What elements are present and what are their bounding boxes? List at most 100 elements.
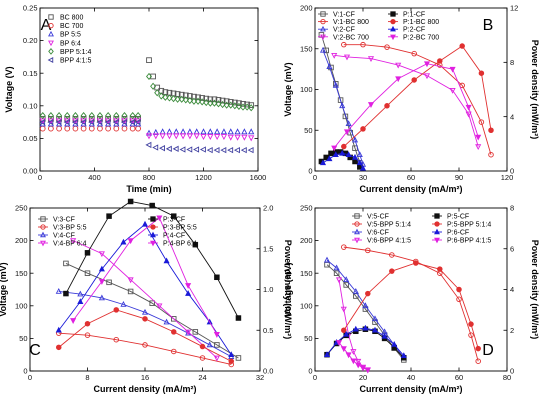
- legend-item: P:1-BC 800: [388, 18, 439, 26]
- data-point: [220, 146, 227, 154]
- data-point: [356, 151, 363, 157]
- data-point: [170, 316, 177, 322]
- data-point: [364, 367, 371, 374]
- data-point: [80, 111, 87, 120]
- data-point: [187, 93, 193, 99]
- data-point: [335, 277, 343, 284]
- y-axis-label: Voltage (mV): [283, 262, 293, 316]
- series-line: [58, 291, 232, 358]
- data-point: [207, 128, 214, 135]
- data-point: [173, 133, 180, 140]
- legend-marker: [40, 240, 46, 247]
- legend-item: V:5-CF: [352, 213, 389, 221]
- legend-marker: [150, 240, 156, 247]
- data-point: [178, 95, 185, 103]
- data-point: [231, 102, 238, 110]
- data-point: [159, 133, 166, 140]
- legend-item: P:5-CF: [432, 213, 469, 221]
- y-axis-label: Voltage (V): [4, 66, 14, 112]
- data-point: [64, 111, 71, 120]
- legend: V:5-CFV:5-BPP 5:1:4V:6-CFV:6-BPP 4:1:5 P:…: [352, 213, 491, 245]
- data-point: [192, 329, 199, 335]
- data-point: [241, 134, 248, 141]
- data-point: [120, 300, 127, 307]
- data-point: [227, 99, 234, 105]
- data-point: [244, 103, 251, 111]
- legend-label: P:2-BC 700: [403, 34, 439, 41]
- data-point: [56, 111, 63, 120]
- data-point: [150, 73, 156, 80]
- data-point: [182, 92, 189, 99]
- legend-item: V:3-CF: [38, 216, 75, 224]
- data-point: [235, 315, 242, 321]
- series-line: [334, 54, 479, 147]
- y-tick-label: 200: [300, 4, 313, 13]
- y-tick-label: 50: [304, 334, 312, 343]
- data-point: [488, 127, 494, 133]
- legend-marker: [150, 216, 156, 222]
- data-point: [367, 56, 375, 63]
- legend-marker: [390, 34, 396, 41]
- data-point: [323, 351, 331, 357]
- data-point: [113, 111, 120, 120]
- data-point: [207, 134, 214, 141]
- y-tick-label: 200: [300, 236, 313, 245]
- legend-label: V:4-CF: [53, 233, 75, 240]
- data-point: [456, 296, 462, 303]
- y-tick-label: 150: [300, 44, 313, 53]
- legend-item: BC 700: [48, 22, 83, 30]
- data-point: [72, 111, 79, 120]
- legend-marker: [390, 11, 396, 17]
- series-p-2-bc-700: [331, 61, 482, 152]
- x-tick-label: 800: [143, 173, 156, 182]
- data-point: [341, 327, 347, 334]
- legend-label: V:1-BC 800: [333, 19, 369, 26]
- data-point: [64, 125, 71, 132]
- data-point: [213, 134, 221, 141]
- y-tick-label: 150: [300, 269, 313, 278]
- data-point: [39, 111, 46, 120]
- series-line: [343, 44, 492, 155]
- y-tick-label: 0.00: [23, 167, 38, 176]
- series-v-5-bpp-5-1-4: [341, 244, 481, 364]
- legend-label: P:2-CF: [403, 27, 425, 34]
- panel-label: B: [483, 17, 494, 34]
- y-tick-label: 100: [300, 85, 313, 94]
- data-point: [220, 134, 228, 141]
- y-tick-label: 0.05: [23, 134, 38, 143]
- data-point: [203, 95, 210, 102]
- data-point: [207, 99, 214, 107]
- data-point: [459, 43, 465, 49]
- legend-label: P:3-BP 5:5: [163, 225, 197, 232]
- data-point: [84, 320, 91, 327]
- data-point: [213, 332, 220, 338]
- data-point: [236, 100, 242, 107]
- data-point: [240, 103, 246, 111]
- data-point: [55, 118, 62, 126]
- data-point: [199, 343, 206, 350]
- data-point: [193, 133, 200, 140]
- series-bc-800: [39, 57, 255, 122]
- data-point: [120, 118, 127, 126]
- data-point: [341, 143, 347, 150]
- data-point: [112, 118, 119, 126]
- data-point: [135, 111, 142, 120]
- data-point: [340, 306, 347, 313]
- data-point: [333, 270, 340, 276]
- data-point: [423, 61, 431, 68]
- data-point: [77, 290, 84, 297]
- data-point: [248, 104, 255, 112]
- y2-axis-label: Power density (mW/m²): [530, 40, 540, 140]
- series-p-3-cf: [63, 198, 242, 321]
- data-point: [56, 125, 62, 132]
- data-point: [456, 286, 462, 293]
- data-point: [228, 351, 235, 357]
- legend-item: P:4-BP 6:4: [148, 241, 197, 248]
- data-point: [135, 125, 141, 132]
- data-point: [182, 96, 189, 104]
- data-point: [178, 91, 185, 98]
- legend-label: V:2-CF: [333, 27, 355, 34]
- legend-label: V:5-BPP 5:1:4: [367, 222, 411, 229]
- data-point: [77, 298, 84, 305]
